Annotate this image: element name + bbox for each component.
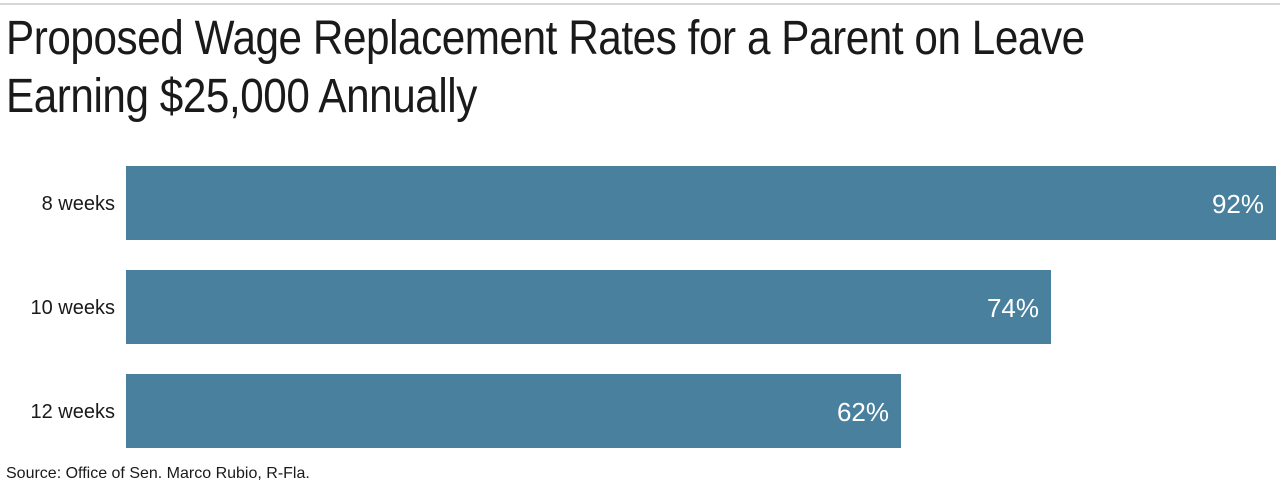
chart-title: Proposed Wage Replacement Rates for a Pa… [6, 10, 1124, 126]
value-label: 92% [1212, 189, 1264, 219]
bar-chart: 8 weeks 92% 10 weeks 74% 12 weeks 62% [31, 166, 1276, 448]
source-note: Source: Office of Sen. Marco Rubio, R-Fl… [6, 465, 310, 482]
category-label: 8 weeks [42, 193, 115, 215]
value-label: 74% [987, 293, 1039, 323]
category-label: 10 weeks [31, 297, 116, 319]
bar-10-weeks [126, 270, 1051, 344]
category-label: 12 weeks [31, 401, 116, 423]
bar-12-weeks [126, 374, 901, 448]
bar-8-weeks [126, 166, 1276, 240]
chart-title-line-2: Earning $25,000 Annually [6, 70, 477, 123]
value-label: 62% [837, 397, 889, 427]
top-rule [0, 3, 1280, 5]
chart-title-line-1: Proposed Wage Replacement Rates for a Pa… [6, 12, 1085, 65]
